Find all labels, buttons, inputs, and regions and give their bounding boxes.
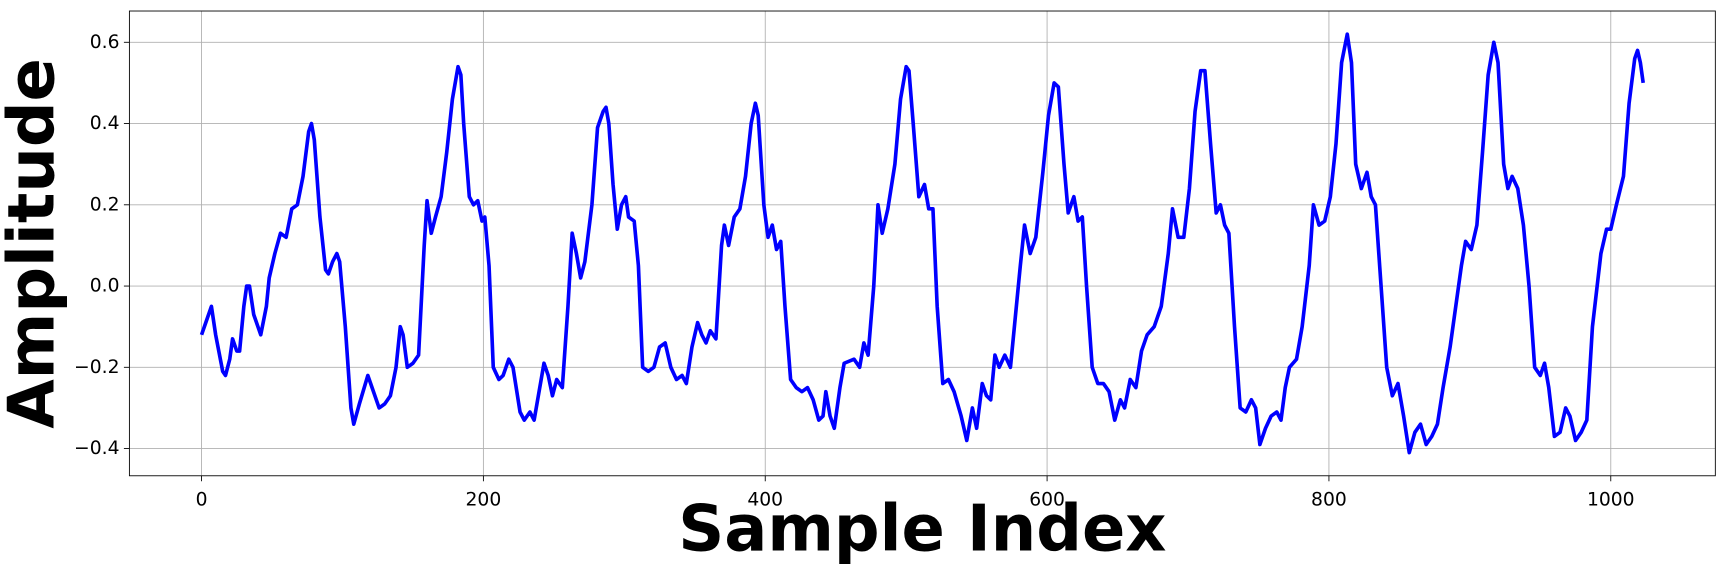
y-tick-label: 0.0 xyxy=(90,276,120,297)
y-tick-label: 0.4 xyxy=(90,113,120,134)
x-tick-label: 600 xyxy=(1029,490,1065,511)
x-tick-label: 200 xyxy=(466,490,502,511)
x-tick-label: 400 xyxy=(747,490,783,511)
y-tick-label: −0.2 xyxy=(74,357,119,378)
x-tick-label: 0 xyxy=(196,490,208,511)
x-tick-label: 1000 xyxy=(1587,490,1635,511)
x-axis-label: Sample Index xyxy=(678,493,1166,567)
y-tick-label: 0.6 xyxy=(90,32,120,53)
plot-frame xyxy=(128,10,1716,477)
y-tick-label: −0.4 xyxy=(74,438,119,459)
data-line xyxy=(199,32,1645,455)
y-tick-label: 0.2 xyxy=(90,194,120,215)
y-axis-label: Amplitude xyxy=(0,58,69,428)
x-tick-label: 800 xyxy=(1311,490,1347,511)
